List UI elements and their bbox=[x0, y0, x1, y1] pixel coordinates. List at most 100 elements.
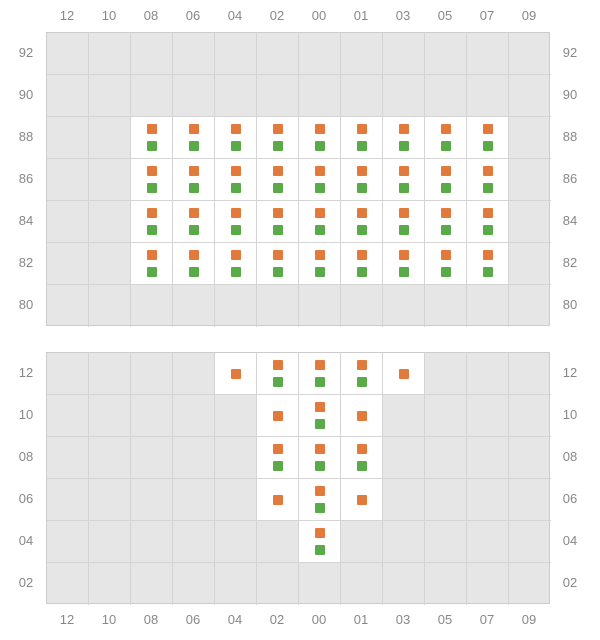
column-labels: 121008060402000103050709 bbox=[46, 8, 550, 23]
grid-cell bbox=[257, 117, 299, 159]
marker-green bbox=[483, 183, 493, 193]
cell-markers bbox=[131, 117, 172, 158]
cell-markers bbox=[425, 159, 466, 200]
cell-markers bbox=[467, 159, 508, 200]
grid-cell bbox=[47, 285, 89, 327]
grid-cell bbox=[173, 521, 215, 563]
cell-markers bbox=[215, 353, 256, 394]
cell-markers bbox=[299, 479, 340, 520]
grid-cell bbox=[257, 201, 299, 243]
row-label: 82 bbox=[556, 242, 584, 284]
cell-markers bbox=[257, 395, 298, 436]
grid-cell bbox=[425, 521, 467, 563]
grid-cell bbox=[467, 243, 509, 285]
marker-orange bbox=[357, 444, 367, 454]
grid-cell bbox=[509, 353, 551, 395]
grid-cell bbox=[299, 353, 341, 395]
grid-cell bbox=[257, 33, 299, 75]
marker-green bbox=[273, 377, 283, 387]
marker-orange bbox=[231, 208, 241, 218]
column-label: 01 bbox=[340, 612, 382, 627]
grid-cell bbox=[131, 159, 173, 201]
cell-markers bbox=[341, 479, 382, 520]
grid-cell bbox=[467, 285, 509, 327]
marker-green bbox=[315, 419, 325, 429]
column-label: 10 bbox=[88, 612, 130, 627]
column-label: 05 bbox=[424, 8, 466, 23]
marker-orange bbox=[189, 208, 199, 218]
grid-cell bbox=[509, 117, 551, 159]
marker-green bbox=[189, 183, 199, 193]
marker-green bbox=[189, 141, 199, 151]
marker-orange bbox=[315, 208, 325, 218]
marker-orange bbox=[273, 360, 283, 370]
marker-green bbox=[273, 225, 283, 235]
grid-cell bbox=[467, 201, 509, 243]
grid-cell bbox=[341, 75, 383, 117]
marker-orange bbox=[399, 250, 409, 260]
column-label: 03 bbox=[382, 612, 424, 627]
marker-orange bbox=[483, 166, 493, 176]
cell-markers bbox=[467, 117, 508, 158]
marker-orange bbox=[357, 250, 367, 260]
marker-green bbox=[441, 183, 451, 193]
grid-cell bbox=[509, 395, 551, 437]
marker-green bbox=[441, 141, 451, 151]
marker-green bbox=[399, 267, 409, 277]
grid-cell bbox=[89, 563, 131, 605]
row-label: 84 bbox=[12, 200, 40, 242]
cell-markers bbox=[215, 243, 256, 284]
grid-cell bbox=[215, 437, 257, 479]
grid-cell bbox=[383, 201, 425, 243]
cell-markers bbox=[383, 159, 424, 200]
grid-cell bbox=[215, 243, 257, 285]
grid-cell bbox=[299, 75, 341, 117]
row-label: 92 bbox=[12, 32, 40, 74]
grid-cell bbox=[299, 395, 341, 437]
marker-orange bbox=[441, 250, 451, 260]
marker-green bbox=[147, 225, 157, 235]
row-label: 06 bbox=[556, 478, 584, 520]
column-label: 08 bbox=[130, 8, 172, 23]
grid-cell bbox=[89, 75, 131, 117]
grid-cell bbox=[47, 159, 89, 201]
marker-orange bbox=[315, 124, 325, 134]
grid-cell bbox=[467, 563, 509, 605]
cell-markers bbox=[383, 117, 424, 158]
grid-cell bbox=[257, 479, 299, 521]
grid-cell bbox=[257, 395, 299, 437]
marker-orange bbox=[231, 166, 241, 176]
grid-cell bbox=[215, 353, 257, 395]
grid-cell bbox=[89, 353, 131, 395]
marker-orange bbox=[231, 250, 241, 260]
row-label: 90 bbox=[556, 74, 584, 116]
column-label: 02 bbox=[256, 612, 298, 627]
cell-markers bbox=[425, 117, 466, 158]
marker-green bbox=[357, 377, 367, 387]
row-label: 86 bbox=[12, 158, 40, 200]
grid-cell bbox=[257, 159, 299, 201]
marker-green bbox=[231, 183, 241, 193]
grid-cell bbox=[383, 75, 425, 117]
grid-cell bbox=[299, 201, 341, 243]
grid-cell bbox=[425, 33, 467, 75]
row-label: 08 bbox=[556, 436, 584, 478]
marker-orange bbox=[189, 124, 199, 134]
grid-cell bbox=[215, 117, 257, 159]
grid-cell bbox=[131, 395, 173, 437]
grid-cell bbox=[299, 285, 341, 327]
marker-orange bbox=[315, 250, 325, 260]
grid-cell bbox=[467, 479, 509, 521]
marker-green bbox=[357, 225, 367, 235]
grid-cell bbox=[509, 563, 551, 605]
grid-cell bbox=[47, 437, 89, 479]
marker-orange bbox=[273, 495, 283, 505]
grid-cell bbox=[467, 395, 509, 437]
grid-cell bbox=[89, 285, 131, 327]
cell-markers bbox=[257, 353, 298, 394]
grid-cell bbox=[509, 521, 551, 563]
marker-green bbox=[231, 267, 241, 277]
row-label: 04 bbox=[556, 520, 584, 562]
column-label: 07 bbox=[466, 8, 508, 23]
cell-markers bbox=[299, 117, 340, 158]
